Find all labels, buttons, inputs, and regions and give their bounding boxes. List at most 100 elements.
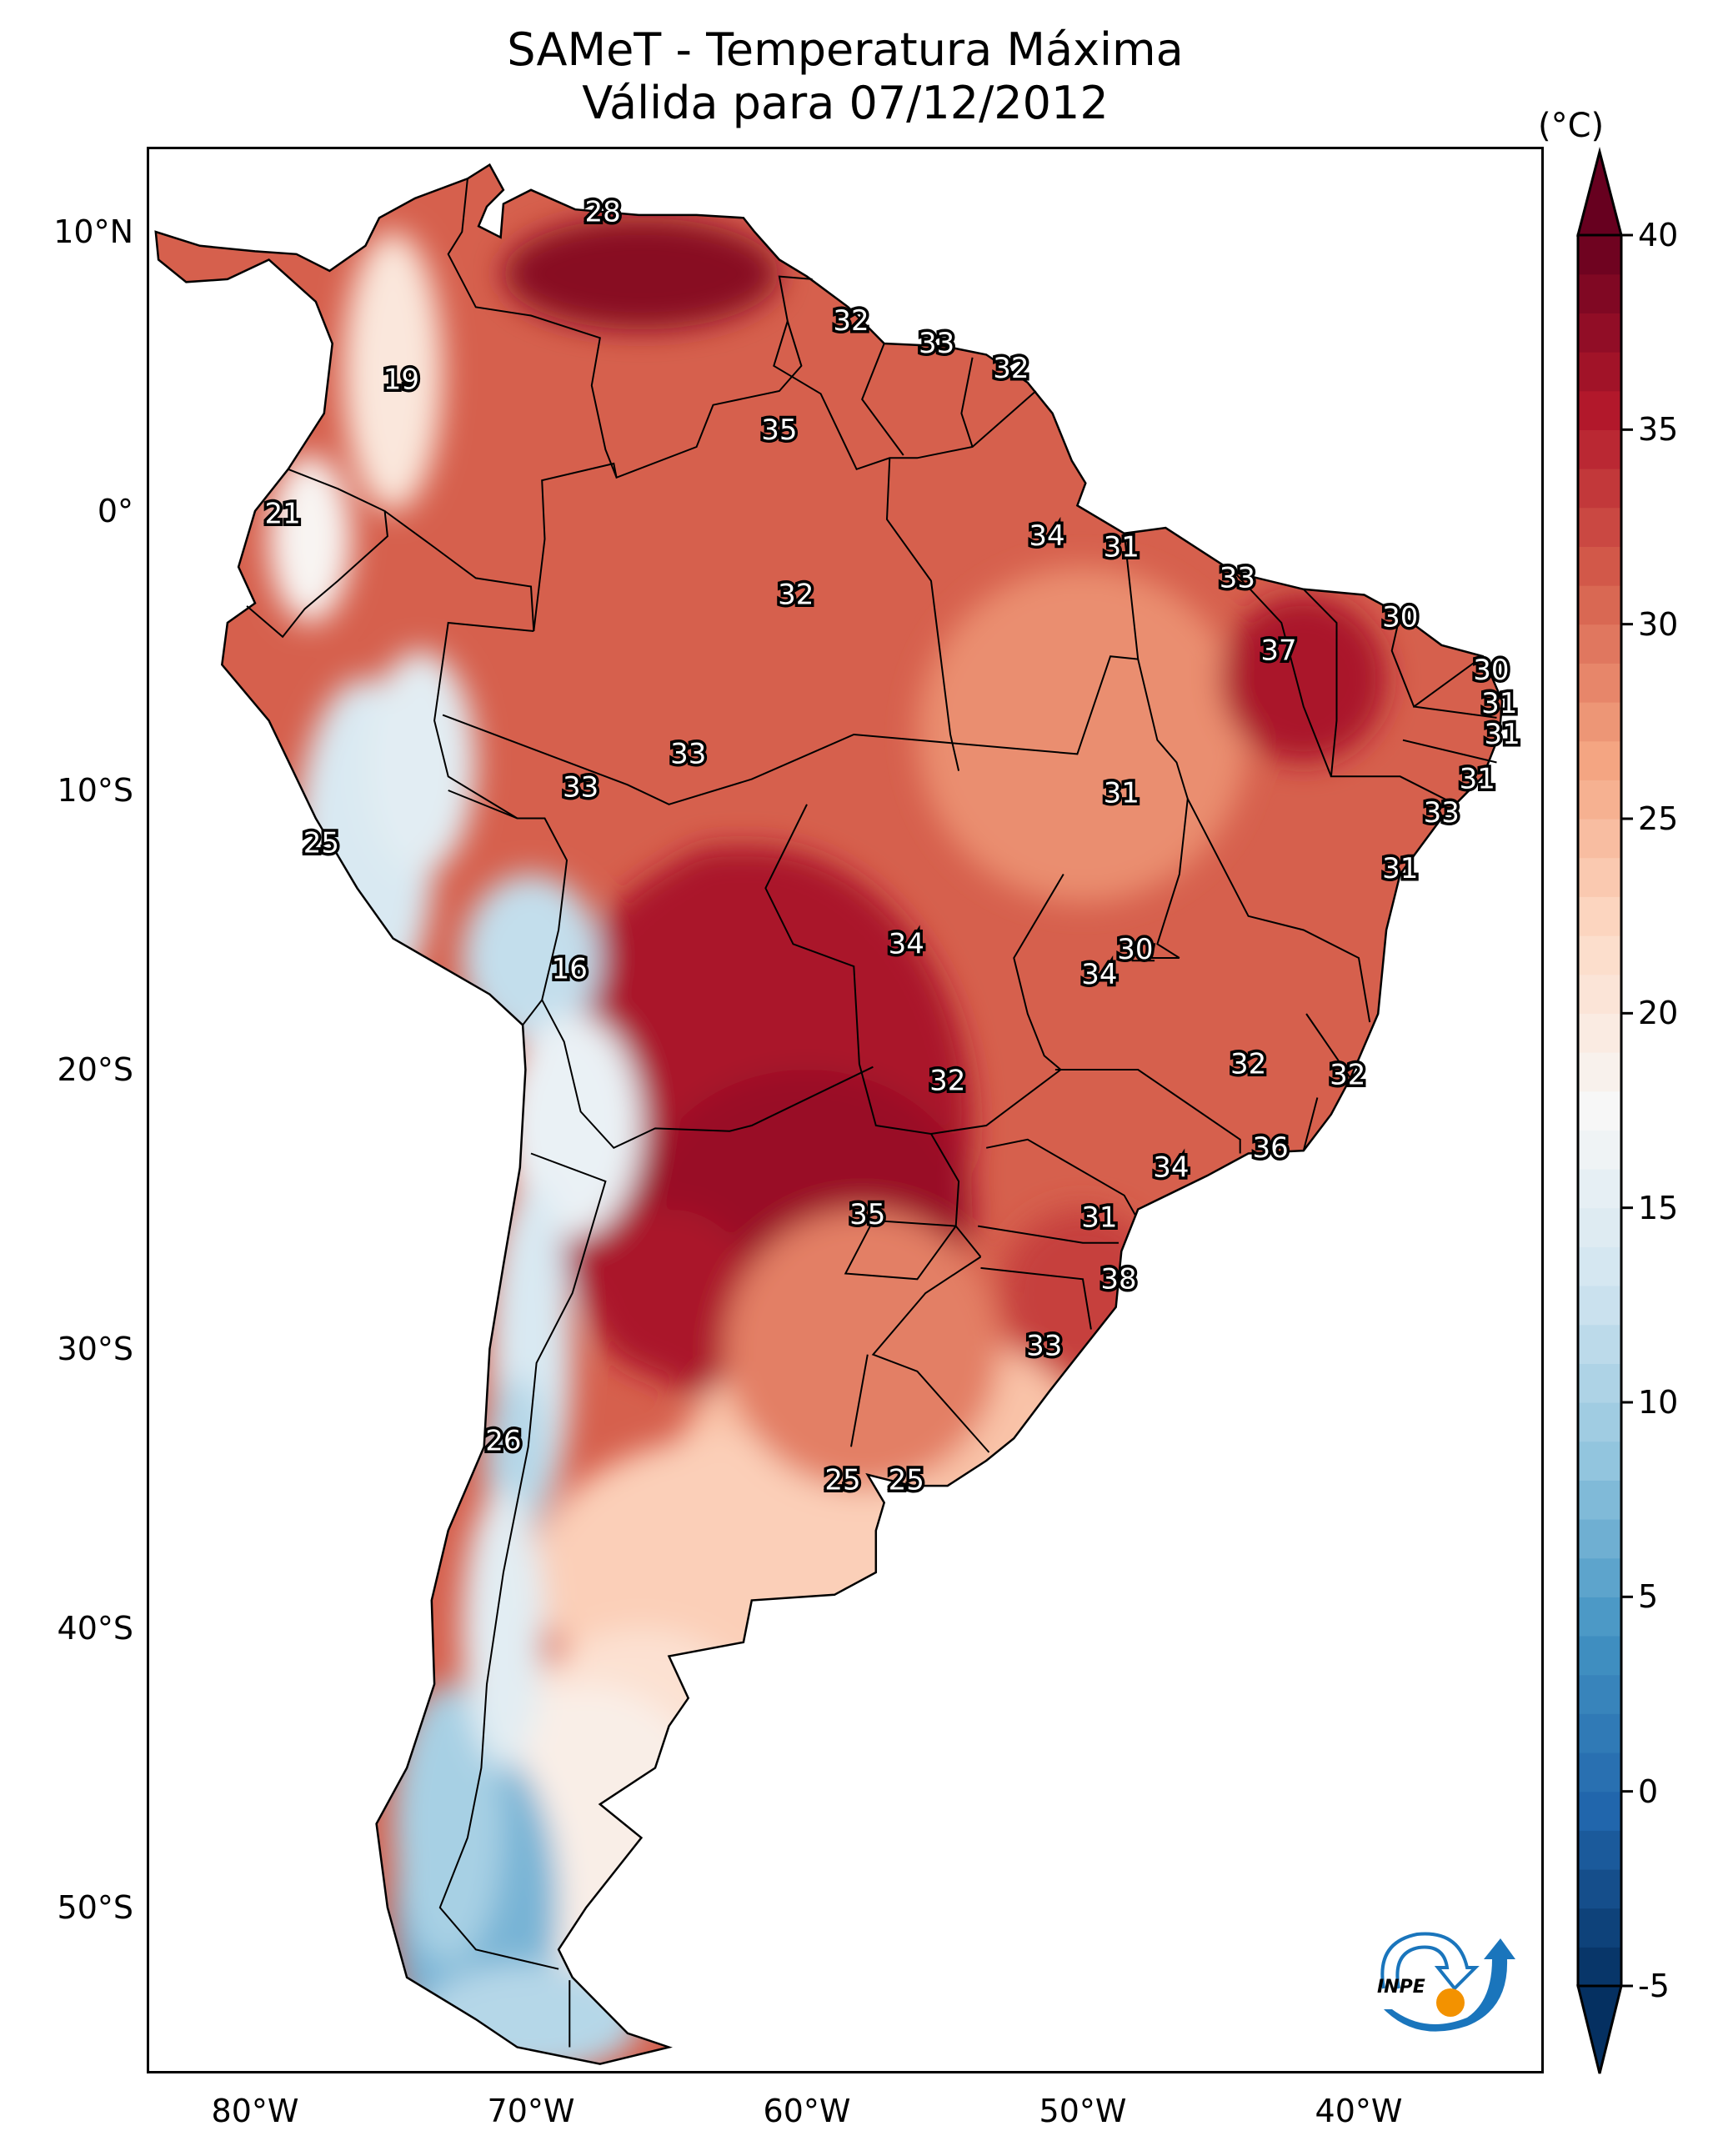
colorbar-tick-label: 15 (1638, 1189, 1679, 1226)
temperature-field-region (724, 1209, 1000, 1489)
station-label: 31 (1484, 718, 1520, 751)
temperature-field-region (268, 455, 352, 623)
station-label: 37 (1260, 634, 1296, 668)
chart-title: SAMeT - Temperatura Máxima Válida para 0… (147, 23, 1544, 130)
title-line-2: Válida para 07/12/2012 (582, 77, 1109, 129)
inpe-logo-text: INPE (1377, 1977, 1425, 1998)
station-label: 25 (303, 827, 339, 860)
station-label: 30 (1117, 933, 1153, 966)
country-borders (246, 178, 1497, 2048)
title-line-1: SAMeT - Temperatura Máxima (507, 23, 1184, 76)
colorbar-tick-label: -5 (1638, 1968, 1670, 2004)
station-label: 33 (670, 737, 706, 770)
station-label: 16 (552, 952, 588, 985)
colorbar-segment (1578, 235, 1621, 275)
station-label: 34 (1029, 519, 1064, 553)
station-label: 31 (1104, 776, 1139, 810)
border-line (1302, 1097, 1319, 1151)
temperature-field-region (365, 650, 476, 875)
station-label: 25 (889, 1464, 924, 1497)
temperature-field-region (420, 1963, 642, 2064)
station-label: 34 (1081, 958, 1117, 991)
border-line (1414, 705, 1497, 719)
temperature-field-region (917, 567, 1249, 902)
colorbar-segment (1578, 624, 1621, 664)
colorbar-segment (1578, 1130, 1621, 1170)
y-tick-label: 10°S (57, 772, 133, 809)
station-label: 21 (264, 497, 300, 530)
colorbar-segment (1578, 313, 1621, 353)
y-tick-label: 10°N (53, 213, 133, 250)
temperature-field-region (1220, 594, 1387, 763)
station-label: 26 (485, 1425, 521, 1458)
border-line (986, 1138, 1136, 1216)
temperature-field-region (503, 218, 779, 330)
station-label: 30 (1473, 654, 1509, 687)
y-tick-label: 40°S (57, 1610, 133, 1647)
colorbar-unit-label: (°C) (1538, 107, 1605, 145)
colorbar-segment (1578, 740, 1621, 780)
station-label: 32 (1230, 1047, 1266, 1081)
colorbar-segment (1578, 1752, 1621, 1792)
colorbar-segment (1578, 780, 1621, 820)
station-label: 35 (761, 414, 797, 447)
border-line (1054, 1069, 1241, 1154)
colorbar-segment (1578, 1908, 1621, 1948)
colorbar-segment (1578, 1441, 1621, 1481)
border-line (1303, 589, 1456, 805)
border-line (438, 1152, 607, 1970)
colorbar-tick-label: 30 (1638, 605, 1679, 643)
colorbar-segment (1578, 1869, 1621, 1909)
station-label: 28 (584, 196, 620, 229)
colorbar (1576, 147, 1633, 2074)
border-line (1402, 739, 1497, 764)
colorbar-segment (1578, 352, 1621, 392)
station-label: 33 (1026, 1330, 1062, 1363)
border-line (871, 1256, 990, 1453)
colorbar-segment (1578, 663, 1621, 703)
y-tick-label: 0° (97, 493, 133, 529)
border-line (433, 621, 534, 820)
colorbar-segment (1578, 1052, 1621, 1092)
colorbar-segment (1578, 1636, 1621, 1676)
colorbar-tick-label: 25 (1638, 800, 1679, 837)
border-line (1123, 533, 1189, 959)
temperature-field-region (343, 232, 443, 511)
border-line (1390, 614, 1484, 709)
colorbar-segment (1578, 1597, 1621, 1637)
colorbar-segment (1578, 1947, 1621, 1987)
colorbar-segment (1578, 1013, 1621, 1053)
station-label: 31 (1460, 763, 1495, 796)
colorbar-segment (1578, 1207, 1621, 1247)
border-line (844, 1219, 957, 1281)
colorbar-segment (1578, 896, 1621, 936)
y-tick-label: 50°S (57, 1889, 133, 1926)
station-label: 34 (889, 927, 924, 960)
colorbar-segment (1578, 1363, 1621, 1403)
border-line (850, 1354, 869, 1447)
colorbar-segment (1578, 1830, 1621, 1870)
colorbar-segment (1578, 507, 1621, 547)
station-label: 33 (563, 771, 599, 805)
temperature-field-region (503, 1014, 642, 1237)
colorbar-segment (1578, 273, 1621, 313)
colorbar-segment (1578, 1791, 1621, 1831)
border-line (861, 343, 904, 456)
border-line (978, 1225, 1119, 1244)
station-label: 25 (824, 1464, 860, 1497)
colorbar-segment (1578, 702, 1621, 742)
temperature-field-region (641, 846, 807, 1014)
temperature-field-region (586, 1209, 752, 1377)
colorbar-tick-label: 0 (1638, 1772, 1659, 1810)
station-label: 30 (1382, 600, 1418, 634)
colorbar-segment (1578, 1713, 1621, 1753)
inpe-logo-icon: INPE (1377, 1932, 1515, 2032)
colorbar-segment (1578, 1519, 1621, 1559)
border-line (246, 468, 388, 639)
colorbar-outline (1576, 233, 1623, 1988)
colorbar-extend-min (1576, 1984, 1623, 2074)
station-label: 36 (1252, 1131, 1288, 1165)
station-label: 31 (1382, 852, 1418, 885)
border-line (1305, 1013, 1351, 1079)
